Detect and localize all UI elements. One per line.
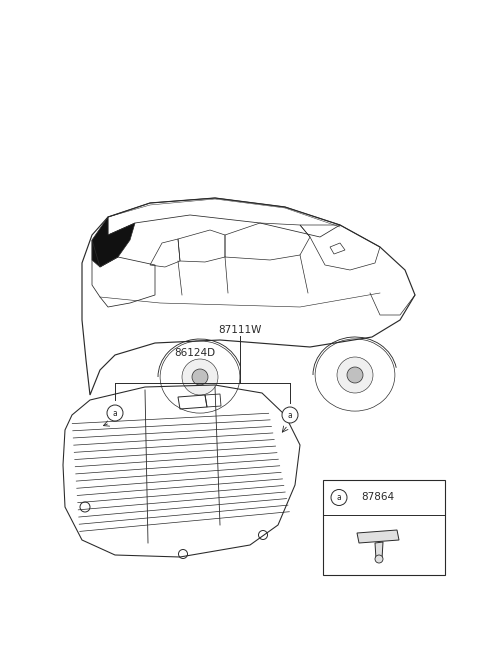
Polygon shape bbox=[357, 530, 399, 543]
Text: 86124D: 86124D bbox=[174, 348, 216, 358]
Polygon shape bbox=[375, 542, 383, 559]
Text: 87111W: 87111W bbox=[218, 325, 262, 335]
Circle shape bbox=[347, 367, 363, 383]
Text: a: a bbox=[336, 493, 341, 502]
Text: a: a bbox=[113, 409, 118, 417]
Circle shape bbox=[337, 357, 373, 393]
Circle shape bbox=[182, 359, 218, 395]
Text: 87864: 87864 bbox=[361, 493, 395, 502]
Text: a: a bbox=[288, 411, 292, 419]
Circle shape bbox=[107, 405, 123, 421]
Circle shape bbox=[331, 489, 347, 506]
Circle shape bbox=[375, 555, 383, 563]
Circle shape bbox=[282, 407, 298, 423]
Polygon shape bbox=[92, 217, 135, 267]
Circle shape bbox=[192, 369, 208, 385]
